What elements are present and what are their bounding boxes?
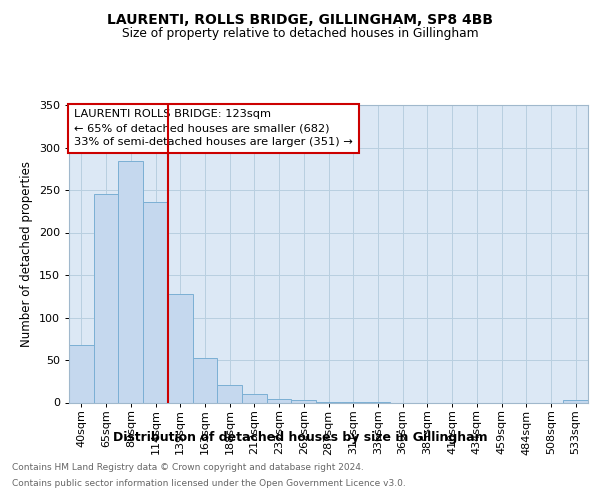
Bar xyxy=(168,294,193,403)
Bar xyxy=(69,344,94,403)
Text: Contains HM Land Registry data © Crown copyright and database right 2024.: Contains HM Land Registry data © Crown c… xyxy=(12,462,364,471)
Y-axis label: Number of detached properties: Number of detached properties xyxy=(20,161,33,347)
Bar xyxy=(118,161,143,402)
Bar xyxy=(217,384,242,402)
Text: LAURENTI, ROLLS BRIDGE, GILLINGHAM, SP8 4BB: LAURENTI, ROLLS BRIDGE, GILLINGHAM, SP8 … xyxy=(107,12,493,26)
Bar xyxy=(563,400,588,402)
Bar xyxy=(242,394,267,402)
Bar xyxy=(193,358,217,403)
Text: LAURENTI ROLLS BRIDGE: 123sqm
← 65% of detached houses are smaller (682)
33% of : LAURENTI ROLLS BRIDGE: 123sqm ← 65% of d… xyxy=(74,110,353,148)
Bar xyxy=(94,194,118,402)
Bar xyxy=(143,202,168,402)
Text: Contains public sector information licensed under the Open Government Licence v3: Contains public sector information licen… xyxy=(12,479,406,488)
Text: Size of property relative to detached houses in Gillingham: Size of property relative to detached ho… xyxy=(122,28,478,40)
Bar xyxy=(267,399,292,402)
Text: Distribution of detached houses by size in Gillingham: Distribution of detached houses by size … xyxy=(113,431,487,444)
Bar xyxy=(292,400,316,402)
